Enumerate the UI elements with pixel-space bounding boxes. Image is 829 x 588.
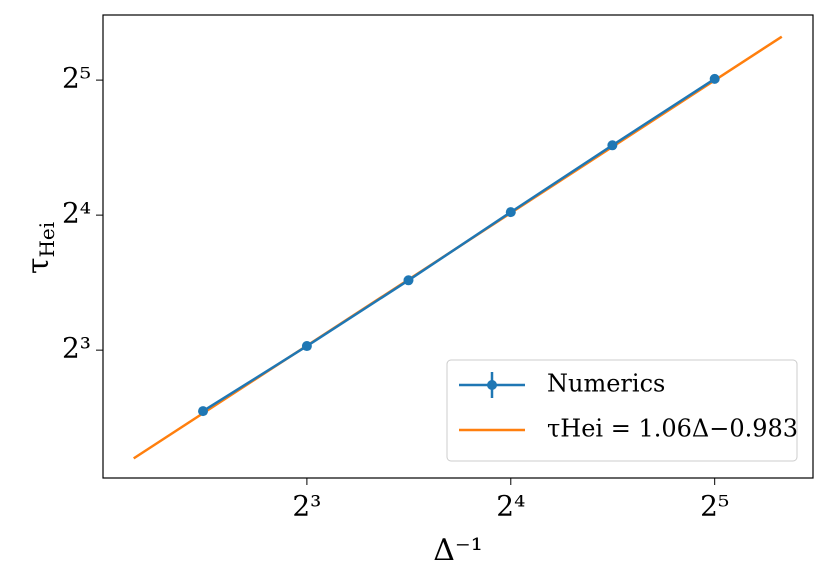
y-label-symbol: τ	[21, 258, 56, 275]
data-point	[403, 275, 414, 286]
y-tick-label: 2⁵	[62, 62, 91, 95]
series-line	[202, 77, 716, 413]
legend-label: Numerics	[547, 370, 665, 398]
y-axis-label: τHei	[21, 222, 59, 274]
data-point	[301, 341, 312, 352]
data-point	[709, 73, 720, 84]
plot-frame	[102, 14, 814, 479]
x-tick-label: 2⁵	[700, 490, 729, 523]
x-axis-label: Δ⁻¹	[433, 533, 483, 568]
y-tick-label: 2⁴	[62, 197, 91, 230]
x-tick-label: 2⁴	[496, 490, 525, 523]
data-point	[505, 207, 516, 218]
data-point	[198, 406, 209, 417]
legend-label: τHei = 1.06Δ−0.983	[547, 415, 798, 443]
legend-box	[446, 359, 798, 462]
y-label-subscript: Hei	[35, 222, 59, 258]
x-tick-label: 2³	[292, 490, 321, 523]
data-point	[607, 140, 618, 151]
y-tick-label: 2³	[62, 332, 91, 365]
